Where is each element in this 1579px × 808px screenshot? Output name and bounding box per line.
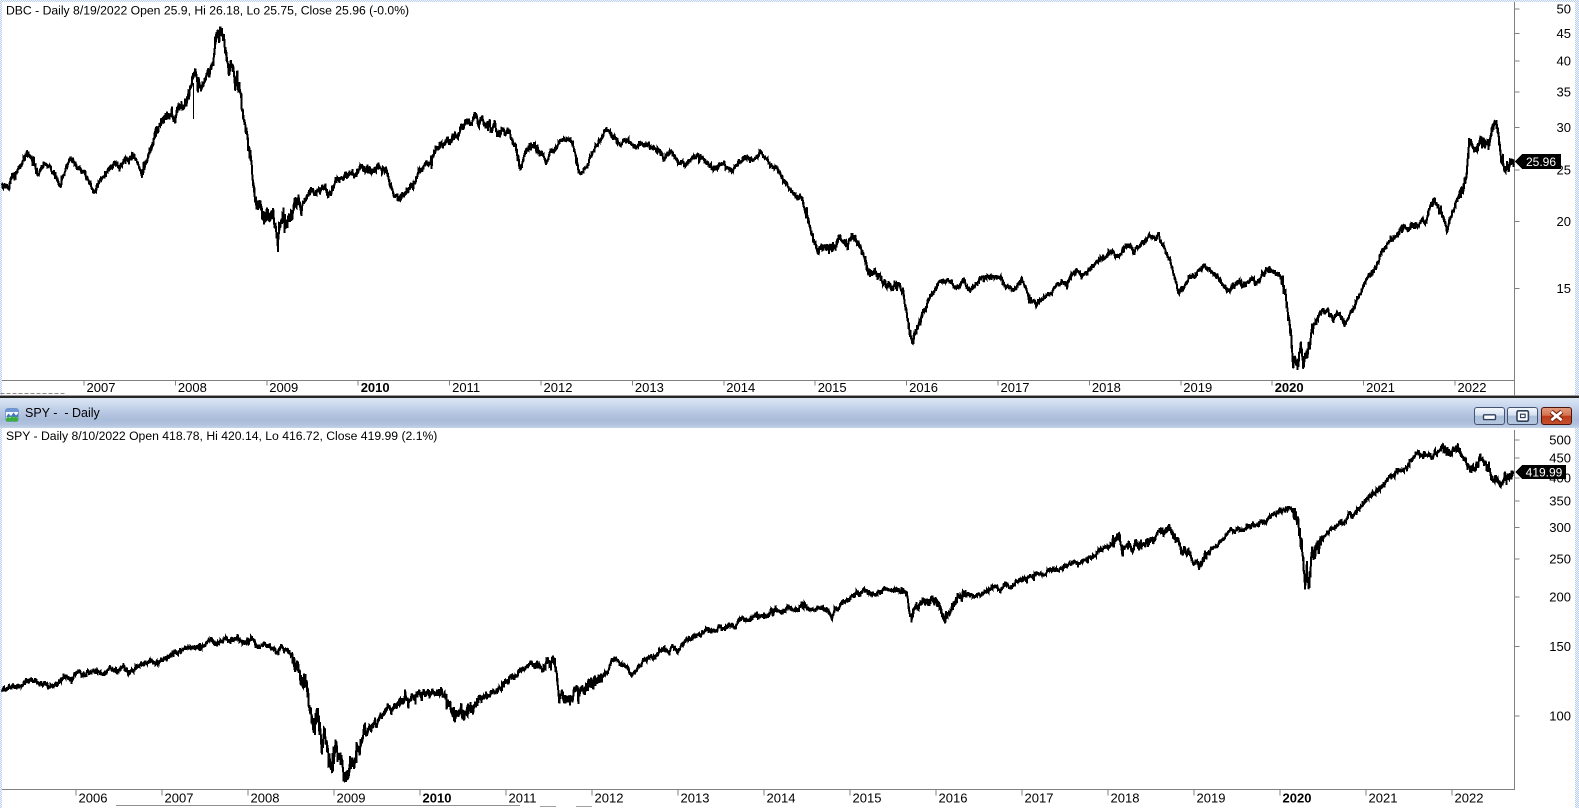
svg-text:2019: 2019: [1197, 791, 1226, 806]
svg-text:2012: 2012: [595, 791, 624, 806]
svg-text:25.96: 25.96: [1526, 155, 1556, 169]
svg-text:419.99: 419.99: [1526, 466, 1563, 480]
svg-text:2010: 2010: [423, 791, 452, 806]
svg-text:2019: 2019: [1183, 380, 1212, 395]
svg-text:200: 200: [1549, 590, 1571, 605]
svg-text:250: 250: [1549, 551, 1571, 566]
svg-text:SPY - Daily 8/10/2022 Open 418: SPY - Daily 8/10/2022 Open 418.78, Hi 42…: [6, 429, 437, 443]
svg-text:20: 20: [1557, 214, 1571, 229]
svg-text:2021: 2021: [1366, 380, 1395, 395]
svg-text:2016: 2016: [939, 791, 968, 806]
svg-text:2008: 2008: [251, 791, 280, 806]
svg-text:2020: 2020: [1275, 380, 1304, 395]
svg-text:500: 500: [1549, 432, 1571, 447]
svg-text:2012: 2012: [544, 380, 573, 395]
svg-text:2006: 2006: [79, 791, 108, 806]
svg-text:35: 35: [1557, 85, 1571, 100]
svg-text:2018: 2018: [1111, 791, 1140, 806]
svg-text:150: 150: [1549, 639, 1571, 654]
svg-text:2016: 2016: [909, 380, 938, 395]
svg-text:DBC - Daily 8/19/2022 Open 25.: DBC - Daily 8/19/2022 Open 25.9, Hi 26.1…: [6, 4, 409, 18]
svg-text:2014: 2014: [726, 380, 755, 395]
svg-text:2007: 2007: [165, 791, 194, 806]
svg-text:2018: 2018: [1092, 380, 1121, 395]
svg-text:100: 100: [1549, 709, 1571, 724]
svg-text:2010: 2010: [361, 380, 390, 395]
svg-text:2009: 2009: [269, 380, 298, 395]
svg-text:15: 15: [1557, 281, 1571, 296]
svg-text:2013: 2013: [681, 791, 710, 806]
svg-text:2009: 2009: [337, 791, 366, 806]
svg-text:40: 40: [1557, 54, 1571, 69]
svg-text:350: 350: [1549, 494, 1571, 509]
svg-text:2014: 2014: [767, 791, 796, 806]
svg-text:2007: 2007: [87, 380, 116, 395]
svg-text:2021: 2021: [1369, 791, 1398, 806]
svg-text:2011: 2011: [509, 791, 537, 806]
svg-text:2008: 2008: [178, 380, 207, 395]
svg-text:2013: 2013: [635, 380, 664, 395]
svg-text:45: 45: [1557, 26, 1571, 41]
svg-text:2015: 2015: [818, 380, 847, 395]
svg-text:2017: 2017: [1001, 380, 1030, 395]
svg-text:2011: 2011: [452, 380, 480, 395]
svg-text:2020: 2020: [1283, 791, 1312, 806]
svg-text:2022: 2022: [1455, 791, 1484, 806]
svg-text:2015: 2015: [853, 791, 882, 806]
svg-text:30: 30: [1557, 120, 1571, 135]
svg-text:2022: 2022: [1458, 380, 1487, 395]
svg-text:50: 50: [1557, 2, 1571, 17]
svg-text:450: 450: [1549, 451, 1571, 466]
svg-text:300: 300: [1549, 520, 1571, 535]
svg-text:2017: 2017: [1025, 791, 1054, 806]
